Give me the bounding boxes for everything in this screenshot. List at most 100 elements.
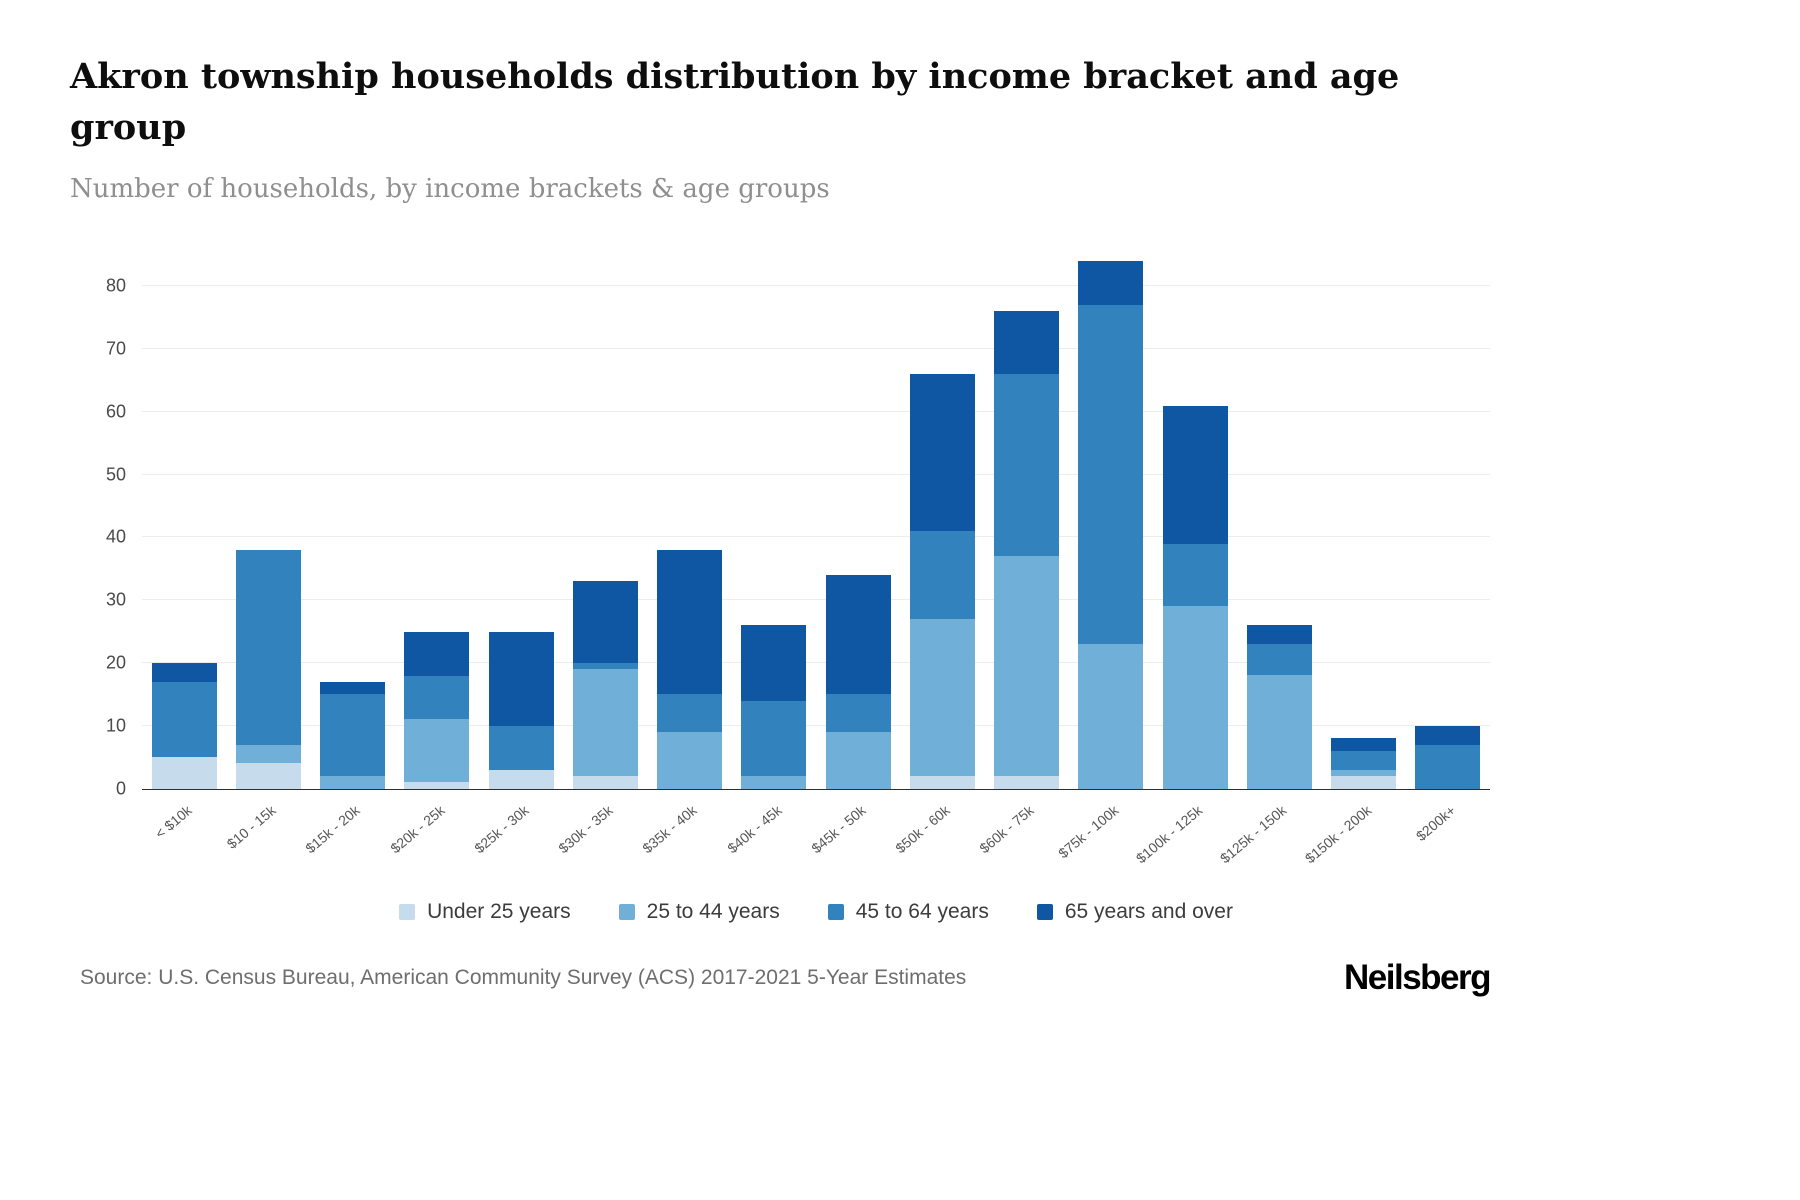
stacked-bar-chart: 0 10 20 30 40 50 60 70 80 < $10k $10 - 15k $15k - … [70, 250, 1490, 924]
bar-segment [488, 769, 554, 789]
bar-slot [900, 250, 984, 789]
stacked-bar [1246, 625, 1312, 789]
bar-segment [657, 549, 723, 695]
chart-legend: Under 25 years 25 to 44 years 45 to 64 yea… [70, 900, 1490, 924]
legend-item: 25 to 44 years [618, 900, 780, 924]
gridline [142, 473, 1490, 475]
x-axis-tick-label: $20k - 25k [386, 801, 448, 856]
bar-slot [479, 250, 563, 789]
stacked-bar [909, 374, 975, 789]
bar-segment [825, 575, 891, 695]
stacked-bar [1415, 725, 1481, 789]
stacked-bar [320, 681, 386, 789]
bar-segment [994, 775, 1060, 789]
y-axis-tick-label: 80 [105, 275, 126, 296]
bar-slot [311, 250, 395, 789]
bar-segment [1078, 644, 1144, 789]
y-axis-tick-label: 60 [105, 401, 126, 422]
bar-segment [1162, 543, 1228, 607]
bar-segment [1078, 261, 1144, 306]
stacked-bar [741, 625, 807, 789]
bar-segment [1415, 725, 1481, 745]
stacked-bar [994, 311, 1060, 789]
bar-slot [1237, 250, 1321, 789]
bar-segment [235, 744, 301, 764]
x-axis-label-slot: $200k+ [1406, 790, 1490, 886]
x-axis-tick-label: $25k - 30k [471, 801, 532, 856]
bar-segment [909, 531, 975, 619]
gridline [142, 536, 1490, 538]
legend-swatch [399, 903, 416, 920]
legend-item: 65 years and over [1036, 900, 1233, 924]
bar-segment [657, 694, 723, 732]
bar-segment [404, 719, 470, 783]
bar-segment [1246, 644, 1312, 676]
legend-swatch [1036, 903, 1053, 920]
stacked-bar [825, 575, 891, 789]
x-axis-tick-label: $40k - 45k [723, 801, 785, 856]
x-axis-label-slot: $75k - 100k [1055, 790, 1153, 886]
bar-slot [226, 250, 310, 789]
bar-slot [816, 250, 900, 789]
legend-item: 45 to 64 years [827, 899, 989, 924]
bar-segment [572, 669, 638, 776]
bar-slot [563, 250, 647, 789]
bar-segment [741, 775, 807, 789]
x-axis-tick-label: $10 - 15k [223, 801, 279, 852]
bar-slot [732, 250, 816, 789]
bar-segment [1246, 675, 1312, 789]
bar-segment [488, 725, 554, 770]
y-axis-tick-label: 20 [105, 652, 126, 673]
bar-segment [741, 625, 807, 701]
bar-segment [1415, 744, 1481, 789]
x-axis-tick-label: $35k - 40k [639, 801, 700, 856]
bar-segment [404, 782, 470, 789]
y-axis-tick-label: 70 [105, 338, 126, 359]
gridline [142, 661, 1490, 663]
x-axis-label-slot: $25k - 30k [471, 790, 563, 886]
stacked-bar [235, 549, 301, 789]
plot-area: 0 10 20 30 40 50 60 70 80 [106, 250, 1490, 798]
bar-slot [1153, 250, 1237, 789]
bar-segment [572, 581, 638, 663]
x-axis-tick-label: $50k - 60k [892, 801, 953, 856]
bar-segment [320, 694, 386, 776]
legend-swatch [827, 903, 844, 920]
bar-slot [1069, 250, 1153, 789]
legend-item: Under 25 years [399, 900, 571, 924]
bar-segment [994, 556, 1060, 776]
x-axis-label-slot: $150k - 200k [1302, 790, 1406, 886]
bar-segment [572, 662, 638, 670]
bar-segment [1078, 305, 1144, 645]
x-axis-label-slot: $60k - 75k [977, 790, 1069, 886]
bar-slot [1322, 250, 1406, 789]
bar-segment [1331, 775, 1397, 789]
x-axis-label-slot: $10 - 15k [223, 790, 310, 886]
gridline [142, 285, 1490, 287]
neilsberg-logo: Neilsberg [1344, 957, 1492, 997]
stacked-bar [404, 631, 470, 789]
x-axis-tick-label: $30k - 35k [555, 801, 616, 856]
bar-segment [235, 549, 301, 745]
bar-segment [1162, 405, 1228, 544]
bar-segment [235, 763, 301, 789]
stacked-bar [1162, 405, 1228, 789]
x-axis-tick-label: < $10k [151, 801, 195, 842]
bar-segment [909, 374, 975, 532]
y-axis-tick-label: 30 [105, 589, 126, 610]
bar-segment [404, 675, 470, 720]
bar-segment [404, 631, 470, 676]
legend-label: 45 to 64 years [855, 899, 989, 923]
x-axis-label-slot: $125k - 150k [1217, 790, 1321, 886]
bar-segment [657, 732, 723, 789]
x-axis-label-slot: $50k - 60k [892, 790, 984, 886]
bar-slot [648, 250, 732, 789]
bar-segment [320, 775, 386, 789]
stacked-bar [657, 549, 723, 789]
bars-row [142, 250, 1490, 789]
footer: Source: U.S. Census Bureau, American Com… [70, 957, 1492, 998]
bar-slot [395, 250, 479, 789]
stacked-bar [572, 581, 638, 789]
chart-subtitle: Number of households, by income brackets… [70, 173, 830, 204]
